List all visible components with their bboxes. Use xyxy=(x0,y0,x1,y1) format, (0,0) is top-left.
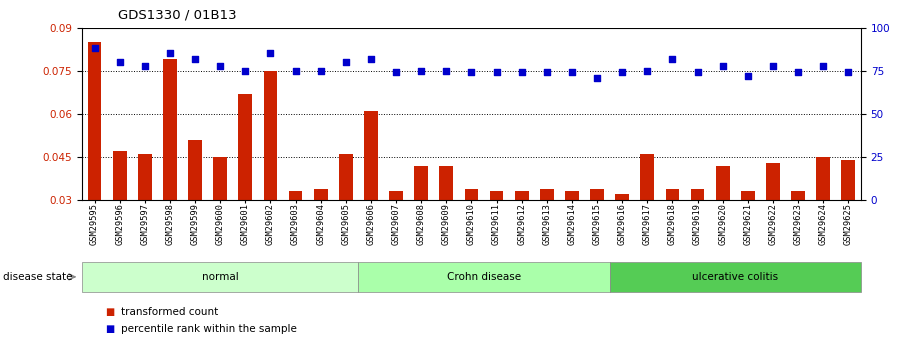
Point xyxy=(389,70,404,75)
Point xyxy=(765,63,780,68)
Bar xyxy=(339,154,353,286)
Point xyxy=(615,70,630,75)
Bar xyxy=(766,163,780,286)
Bar xyxy=(415,166,428,286)
Point xyxy=(339,59,353,65)
Bar xyxy=(113,151,127,286)
Text: ■: ■ xyxy=(105,325,114,334)
Text: ■: ■ xyxy=(105,307,114,317)
Point xyxy=(715,63,730,68)
Bar xyxy=(615,194,630,286)
Bar xyxy=(313,189,328,286)
Point xyxy=(112,59,127,65)
Bar xyxy=(640,154,654,286)
Text: percentile rank within the sample: percentile rank within the sample xyxy=(121,325,297,334)
Bar xyxy=(540,189,554,286)
Point xyxy=(439,68,454,73)
Bar xyxy=(716,166,730,286)
Point xyxy=(313,68,328,73)
Point xyxy=(163,51,178,56)
Bar xyxy=(691,189,704,286)
Point xyxy=(741,73,755,79)
Text: GDS1330 / 01B13: GDS1330 / 01B13 xyxy=(118,9,237,22)
Point xyxy=(515,70,529,75)
Point xyxy=(288,68,302,73)
Point xyxy=(489,70,504,75)
Bar xyxy=(189,140,202,286)
Point xyxy=(665,56,680,61)
Text: normal: normal xyxy=(202,272,239,282)
Bar xyxy=(791,191,805,286)
Bar xyxy=(816,157,830,286)
Text: disease state: disease state xyxy=(3,272,72,282)
Bar xyxy=(842,160,855,286)
Bar xyxy=(364,111,378,286)
Bar xyxy=(515,191,528,286)
Bar xyxy=(239,94,252,286)
Point xyxy=(238,68,252,73)
Bar xyxy=(489,191,504,286)
Point xyxy=(263,51,278,56)
Text: Crohn disease: Crohn disease xyxy=(447,272,521,282)
Point xyxy=(791,70,805,75)
Point xyxy=(539,70,554,75)
Bar xyxy=(666,189,680,286)
Bar xyxy=(439,166,454,286)
Bar xyxy=(741,191,754,286)
Bar xyxy=(389,191,403,286)
Point xyxy=(87,46,102,51)
Point xyxy=(414,68,428,73)
Point xyxy=(213,63,228,68)
Text: ulcerative colitis: ulcerative colitis xyxy=(692,272,778,282)
Point xyxy=(589,75,604,80)
Bar xyxy=(565,191,578,286)
Bar xyxy=(163,59,177,286)
Bar xyxy=(465,189,478,286)
Text: transformed count: transformed count xyxy=(121,307,219,317)
Bar xyxy=(87,42,101,286)
Point xyxy=(188,56,202,61)
Bar xyxy=(289,191,302,286)
Point xyxy=(640,68,655,73)
Bar xyxy=(138,154,152,286)
Point xyxy=(841,70,855,75)
Point xyxy=(565,70,579,75)
Point xyxy=(363,56,378,61)
Point xyxy=(138,63,152,68)
Point xyxy=(464,70,479,75)
Bar xyxy=(590,189,604,286)
Bar xyxy=(213,157,227,286)
Point xyxy=(691,70,705,75)
Point xyxy=(816,63,831,68)
Bar xyxy=(263,71,277,286)
